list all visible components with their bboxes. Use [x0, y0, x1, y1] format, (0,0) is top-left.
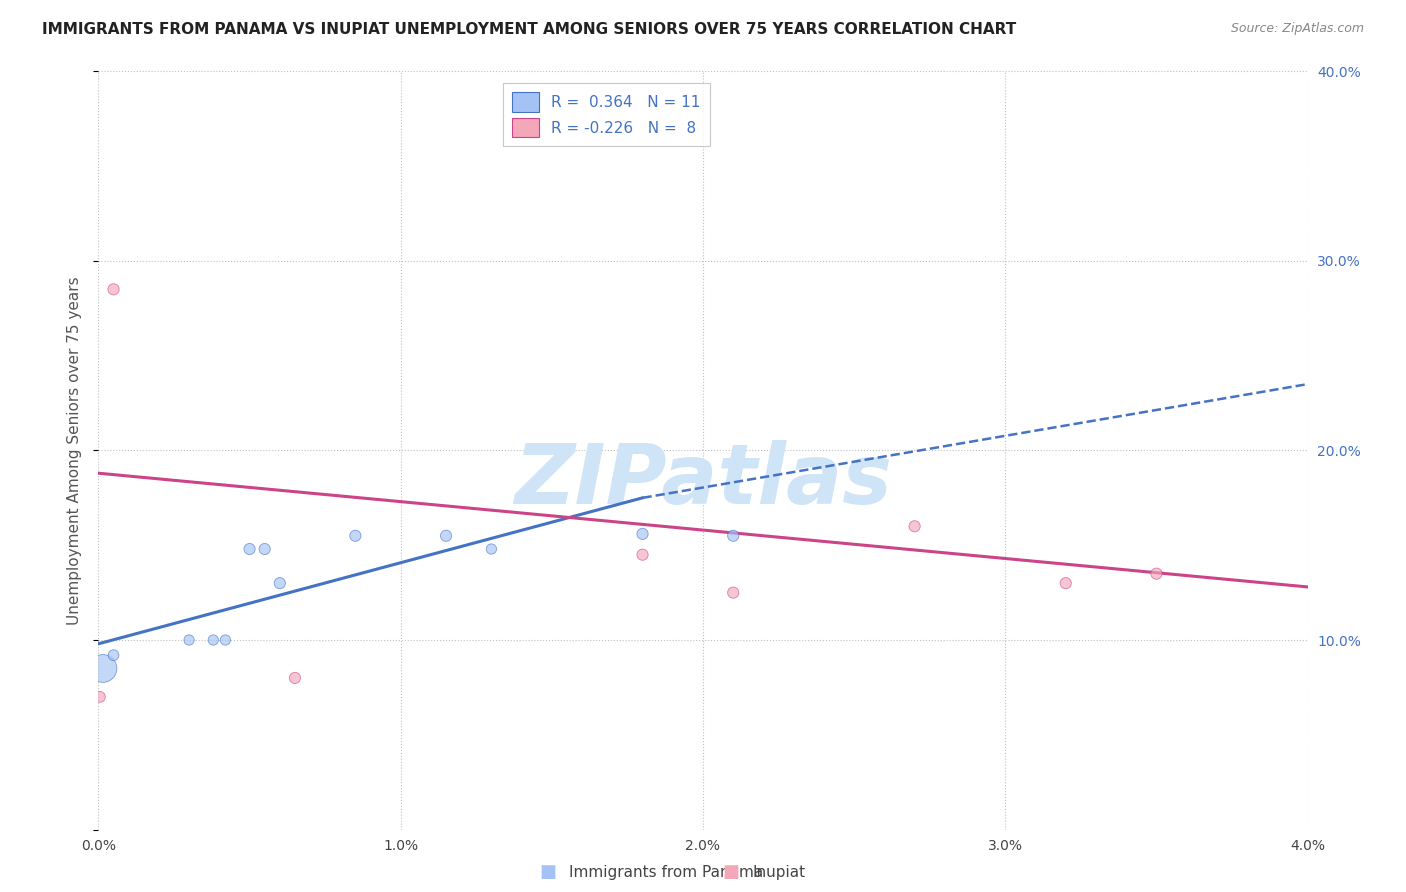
Point [89, 690, 111, 704]
Point [202, 633, 225, 648]
Legend: R =  0.364   N = 11, R = -0.226   N =  8: R = 0.364 N = 11, R = -0.226 N = 8 [502, 83, 710, 146]
Text: ZIPatlas: ZIPatlas [515, 441, 891, 521]
Text: IMMIGRANTS FROM PANAMA VS INUPIAT UNEMPLOYMENT AMONG SENIORS OVER 75 YEARS CORRE: IMMIGRANTS FROM PANAMA VS INUPIAT UNEMPL… [42, 22, 1017, 37]
Point [1146, 566, 1168, 581]
Text: Immigrants from Panama: Immigrants from Panama [569, 865, 763, 880]
Point [253, 542, 276, 557]
Point [284, 671, 307, 685]
Point [103, 282, 125, 296]
Point [91, 661, 114, 675]
Text: ■: ■ [540, 863, 557, 881]
Point [179, 633, 201, 648]
Point [269, 576, 291, 591]
Point [103, 648, 125, 662]
Text: Inupiat: Inupiat [752, 865, 806, 880]
Point [631, 526, 654, 541]
Y-axis label: Unemployment Among Seniors over 75 years: Unemployment Among Seniors over 75 years [67, 277, 83, 624]
Point [344, 529, 367, 543]
Point [723, 585, 745, 599]
Point [481, 542, 503, 557]
Point [904, 519, 927, 533]
Point [1054, 576, 1077, 591]
Point [631, 548, 654, 562]
Point [214, 633, 236, 648]
Point [723, 529, 745, 543]
Text: ■: ■ [723, 863, 740, 881]
Point [239, 542, 262, 557]
Point [434, 529, 457, 543]
Text: Source: ZipAtlas.com: Source: ZipAtlas.com [1230, 22, 1364, 36]
